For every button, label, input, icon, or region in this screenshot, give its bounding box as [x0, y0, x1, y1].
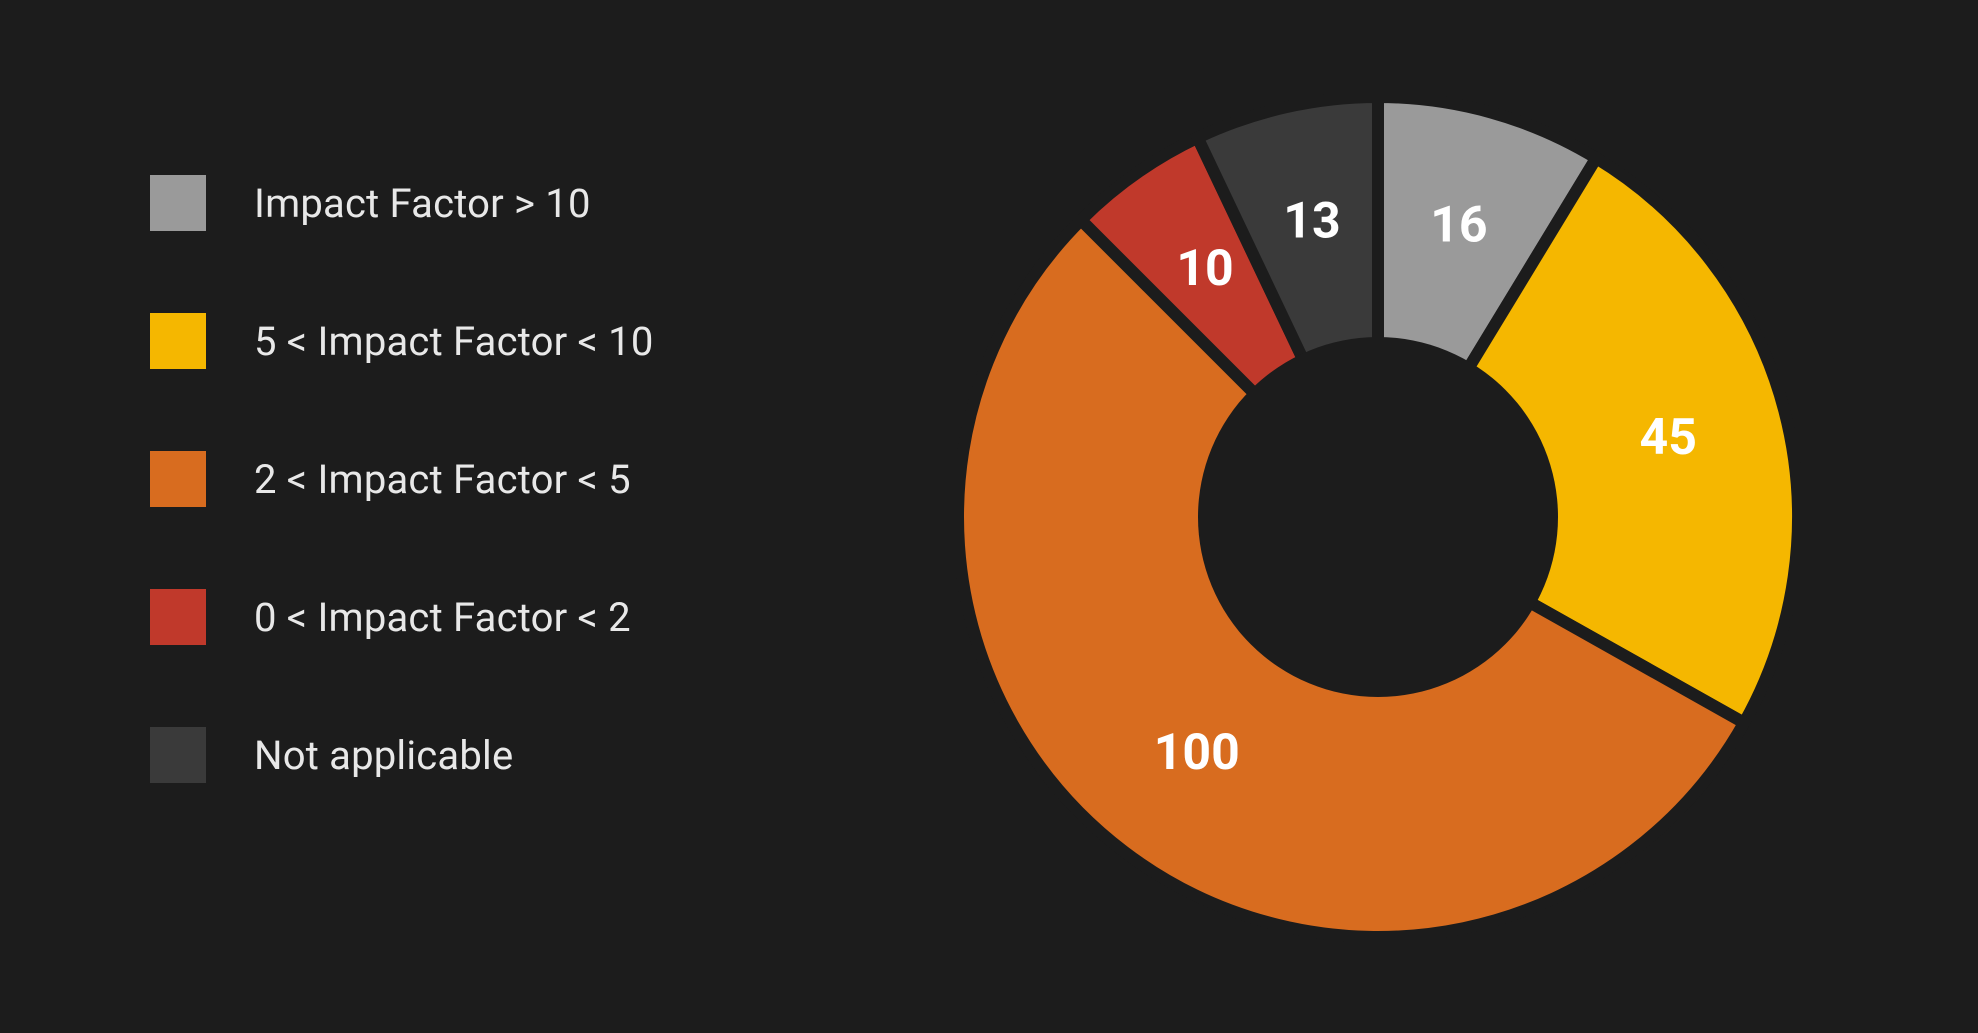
slice-value-label: 16	[1430, 196, 1487, 254]
slice-value-label: 100	[1154, 724, 1240, 782]
legend-label: Impact Factor > 10	[254, 180, 591, 227]
donut-chart: 16 45 100 10 13	[928, 67, 1828, 967]
legend-item: 2 < Impact Factor < 5	[150, 451, 654, 507]
legend-label: Not applicable	[254, 732, 513, 779]
legend-label: 0 < Impact Factor < 2	[254, 594, 631, 641]
legend-swatch	[150, 727, 206, 783]
chart-canvas: Impact Factor > 10 5 < Impact Factor < 1…	[0, 0, 1978, 1033]
legend-label: 5 < Impact Factor < 10	[254, 318, 654, 365]
legend-label: 2 < Impact Factor < 5	[254, 456, 631, 503]
slice-value-label: 45	[1640, 409, 1697, 467]
legend-item: Impact Factor > 10	[150, 175, 654, 231]
legend-item: Not applicable	[150, 727, 654, 783]
legend-item: 0 < Impact Factor < 2	[150, 589, 654, 645]
legend-swatch	[150, 175, 206, 231]
legend: Impact Factor > 10 5 < Impact Factor < 1…	[150, 175, 654, 783]
legend-swatch	[150, 589, 206, 645]
slice-value-label: 13	[1283, 192, 1340, 250]
legend-swatch	[150, 313, 206, 369]
legend-item: 5 < Impact Factor < 10	[150, 313, 654, 369]
legend-swatch	[150, 451, 206, 507]
slice-value-label: 10	[1176, 240, 1233, 298]
donut-hole	[1198, 337, 1558, 697]
